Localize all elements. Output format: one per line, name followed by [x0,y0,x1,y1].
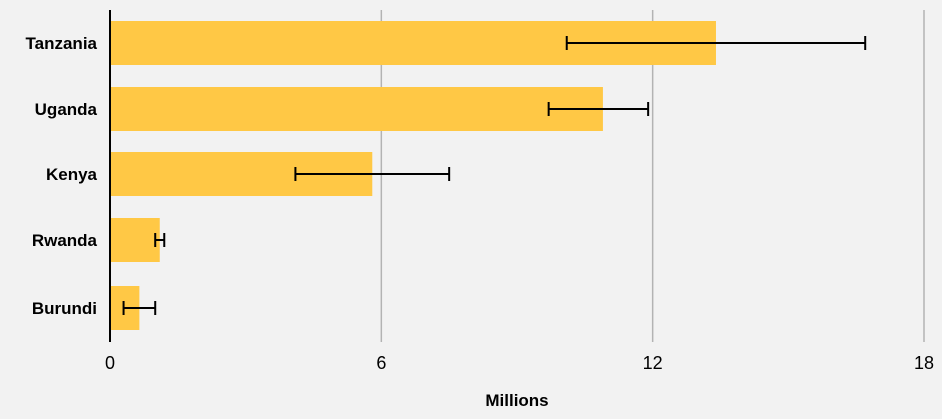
category-label-kenya: Kenya [46,165,98,184]
category-label-uganda: Uganda [35,100,98,119]
category-label-rwanda: Rwanda [32,231,98,250]
category-label-burundi: Burundi [32,299,97,318]
error-bar-uganda [547,102,650,116]
category-label-tanzania: Tanzania [26,34,98,53]
error-bar-rwanda [154,233,166,247]
grid-layer [380,10,925,342]
x-tick-label-18: 18 [914,353,934,373]
x-tick-labels: 0 6 12 18 [105,353,934,373]
error-bars-layer [122,36,867,315]
bar-uganda [110,87,603,131]
bars-layer [110,21,716,330]
error-bar-burundi [122,301,157,315]
x-tick-label-0: 0 [105,353,115,373]
x-tick-label-6: 6 [376,353,386,373]
x-tick-label-12: 12 [643,353,663,373]
error-bar-tanzania [565,36,867,50]
bar-rwanda [110,218,160,262]
x-axis-title: Millions [485,391,548,410]
category-labels: Tanzania Uganda Kenya Rwanda Burundi [26,34,98,318]
error-bar-kenya [294,167,451,181]
